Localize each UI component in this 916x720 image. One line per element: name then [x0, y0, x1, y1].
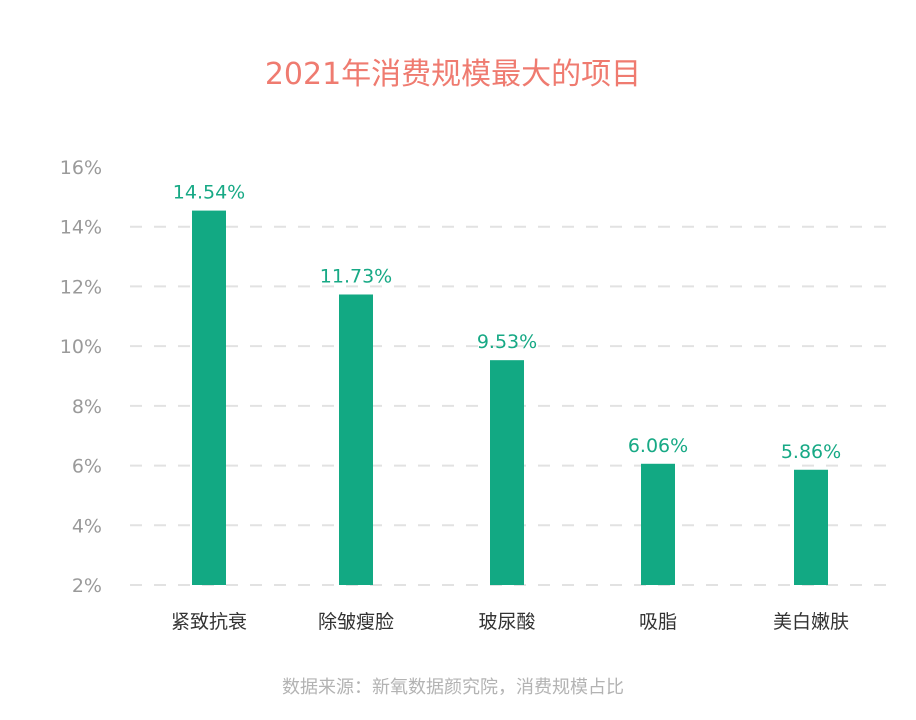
data-label: 6.06%	[628, 435, 688, 457]
x-category-label: 玻尿酸	[478, 611, 535, 633]
y-tick-label: 8%	[72, 396, 102, 418]
y-tick-label: 6%	[72, 456, 102, 478]
bar	[490, 360, 524, 585]
x-category-label: 除皱瘦脸	[318, 611, 394, 633]
y-tick-label: 10%	[60, 336, 102, 358]
data-label: 14.54%	[173, 182, 245, 204]
y-tick-label: 12%	[60, 276, 102, 298]
y-tick-label: 16%	[60, 157, 102, 179]
bar	[641, 463, 675, 585]
bar	[794, 469, 828, 585]
chart-title: 2021年消费规模最大的项目	[265, 57, 641, 92]
bar	[192, 210, 226, 585]
x-category-label: 吸脂	[639, 611, 677, 633]
y-tick-label: 4%	[72, 515, 102, 537]
bar	[339, 294, 373, 585]
y-tick-label: 14%	[60, 217, 102, 239]
data-label: 9.53%	[477, 331, 537, 353]
data-label: 11.73%	[320, 265, 392, 287]
x-category-label: 紧致抗衰	[171, 611, 247, 633]
x-category-label: 美白嫩肤	[773, 611, 849, 633]
y-tick-label: 2%	[72, 575, 102, 597]
data-label: 5.86%	[781, 441, 841, 463]
source-note: 数据来源：新氧数据颜究院，消费规模占比	[282, 677, 624, 698]
